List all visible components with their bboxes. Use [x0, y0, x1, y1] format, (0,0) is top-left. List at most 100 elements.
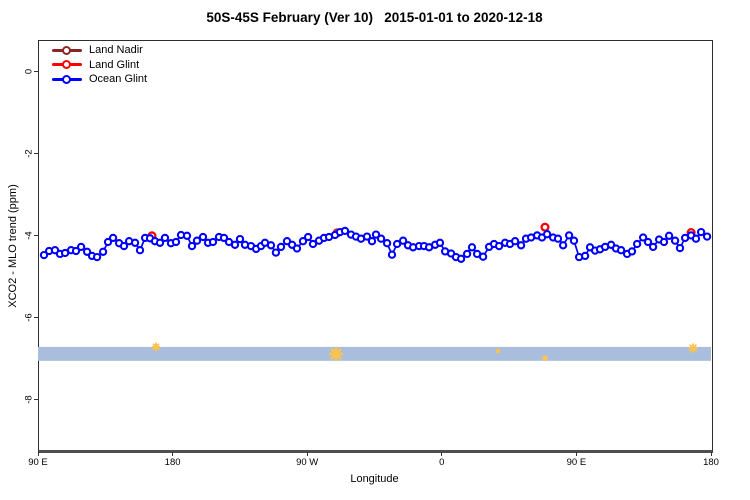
x-axis-label: Longitude: [350, 473, 399, 485]
ocean-glint-point: [696, 227, 706, 237]
x-tick-mark: [37, 452, 39, 456]
ocean-glint-point: [271, 248, 281, 257]
ocean-glint-point: [387, 250, 397, 259]
ocean-glint-point: [39, 250, 49, 260]
legend-item: Ocean Glint: [52, 72, 147, 87]
trend-band: [38, 346, 711, 361]
ocean-glint-point: [182, 231, 192, 240]
legend: Land Nadir Land Glint Ocean Glint: [52, 43, 147, 87]
ocean-glint-point: [376, 234, 386, 243]
ocean-glint-point: [371, 230, 381, 239]
ocean-glint-point: [392, 239, 402, 249]
ocean-glint-point: [92, 252, 102, 262]
y-tick-mark: [34, 152, 38, 154]
flag-mark: [495, 348, 501, 354]
ocean-glint-point: [462, 249, 472, 259]
ocean-glint-point: [632, 239, 642, 249]
legend-item: Land Nadir: [52, 43, 147, 58]
ocean-glint-point: [382, 239, 392, 248]
ocean-glint-point: [298, 237, 308, 246]
ocean-glint-point: [171, 237, 181, 247]
ocean-glint-point: [467, 243, 477, 252]
ocean-glint-point: [456, 254, 466, 263]
legend-label: Ocean Glint: [89, 73, 148, 86]
x-tick-label: 0: [439, 457, 445, 468]
land-glint-point: [540, 222, 550, 232]
ocean-glint-point: [235, 234, 245, 244]
ocean-glint-point: [362, 232, 372, 241]
legend-label: Land Nadir: [89, 44, 143, 57]
y-tick-label: -6: [23, 312, 35, 322]
ocean-glint-point: [303, 232, 313, 242]
y-tick-label: -4: [23, 230, 35, 240]
chart-title: 50S-45S February (Ver 10) 2015-01-01 to …: [206, 10, 543, 25]
flag-mark: [542, 355, 548, 361]
ocean-glint-point: [308, 239, 318, 249]
ocean-glint-point: [664, 231, 674, 240]
ocean-glint-point: [627, 247, 637, 256]
ocean-glint-point: [616, 246, 626, 255]
ocean-glint-point: [542, 230, 552, 239]
x-tick-mark: [441, 452, 443, 456]
ocean-glint-point: [675, 243, 685, 253]
ocean-glint-point: [643, 237, 653, 247]
ocean-glint-point: [219, 233, 229, 243]
ocean-glint-point: [553, 234, 563, 243]
ocean-glint-point: [292, 244, 302, 253]
x-tick-mark: [575, 452, 577, 456]
ocean-glint-point: [103, 237, 113, 247]
ocean-glint-point: [340, 226, 350, 236]
ocean-glint-point: [494, 241, 504, 251]
x-tick-mark: [306, 452, 308, 456]
ocean-glint-point: [569, 236, 579, 245]
ocean-glint-point: [130, 238, 140, 247]
ocean-glint-point: [198, 232, 208, 242]
x-tick-label: 180: [164, 457, 181, 468]
y-tick-label: -2: [23, 148, 35, 158]
flag-mark: [688, 343, 698, 354]
ocean-glint-point: [702, 232, 712, 241]
y-tick-mark: [34, 316, 38, 318]
ocean-glint-point: [155, 238, 165, 247]
ocean-glint-point: [648, 242, 658, 252]
legend-item: Land Glint: [52, 58, 147, 73]
ocean-glint-point: [76, 242, 86, 252]
ocean-glint-point: [670, 236, 680, 245]
ocean-glint-point: [558, 241, 568, 250]
ocean-glint-point: [82, 247, 92, 256]
ocean-glint-point: [208, 237, 218, 247]
flag-mark: [151, 342, 161, 352]
x-tick-label: 180: [703, 457, 719, 468]
ocean-glint-point: [187, 241, 197, 251]
ocean-glint-point: [160, 233, 170, 243]
legend-marker-icon: [52, 72, 82, 86]
x-tick-label: 90 E: [566, 457, 587, 468]
x-tick-label: 90 E: [28, 457, 48, 468]
plot-area: [38, 40, 713, 453]
ocean-glint-point: [71, 246, 81, 256]
ocean-glint-point: [119, 241, 129, 251]
ocean-glint-point: [659, 237, 669, 247]
legend-marker-icon: [52, 58, 82, 72]
y-tick-mark: [34, 70, 38, 72]
y-tick-label: 0: [23, 68, 35, 74]
ocean-glint-point: [135, 246, 145, 255]
ocean-glint-point: [478, 252, 488, 261]
ocean-glint-point: [510, 237, 520, 246]
ocean-glint-point: [367, 237, 377, 246]
ocean-glint-point: [435, 238, 445, 247]
ocean-glint-point: [108, 233, 118, 243]
flag-mark: [328, 346, 344, 362]
y-tick-mark: [34, 398, 38, 400]
ocean-glint-point: [516, 241, 526, 250]
y-tick-mark: [34, 234, 38, 236]
ocean-glint-point: [638, 233, 648, 242]
legend-marker-icon: [52, 43, 82, 57]
ocean-glint-point: [276, 242, 286, 252]
ocean-glint-point: [192, 236, 202, 245]
ocean-glint-point: [98, 247, 108, 256]
x-tick-label: 90 W: [296, 457, 319, 468]
x-tick-mark: [710, 452, 712, 456]
